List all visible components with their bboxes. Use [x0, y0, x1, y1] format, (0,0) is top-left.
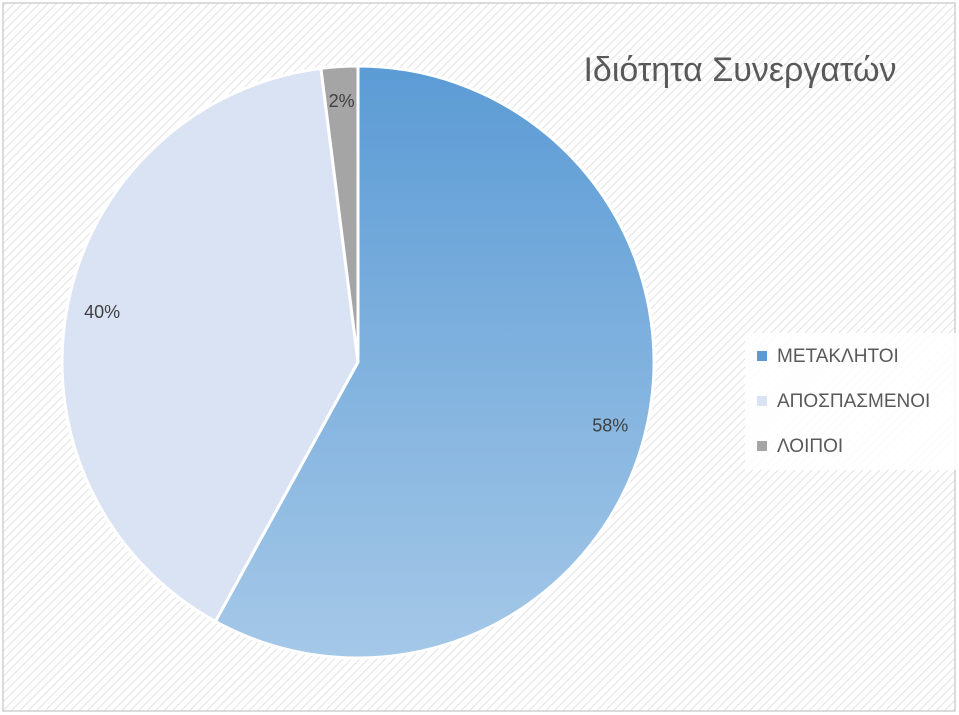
chart-title: Ιδιότητα Συνεργατών	[583, 51, 896, 89]
data-label: 2%	[329, 91, 355, 111]
pie-slice	[60, 66, 360, 624]
data-label: 40%	[84, 302, 120, 322]
pie-slice	[319, 64, 360, 363]
pie-slice	[213, 64, 656, 660]
legend-box	[745, 333, 957, 470]
legend-label: ΜΕΤΑΚΛΗΤΟΙ	[777, 346, 899, 367]
legend-label: ΑΠΟΣΠΑΣΜΕΝΟΙ	[777, 391, 930, 412]
legend-label: ΛΟΙΠΟΙ	[777, 436, 843, 457]
data-label: 58%	[592, 416, 628, 436]
legend-swatch	[757, 396, 767, 406]
legend-swatch	[757, 441, 767, 451]
legend-swatch	[757, 351, 767, 361]
